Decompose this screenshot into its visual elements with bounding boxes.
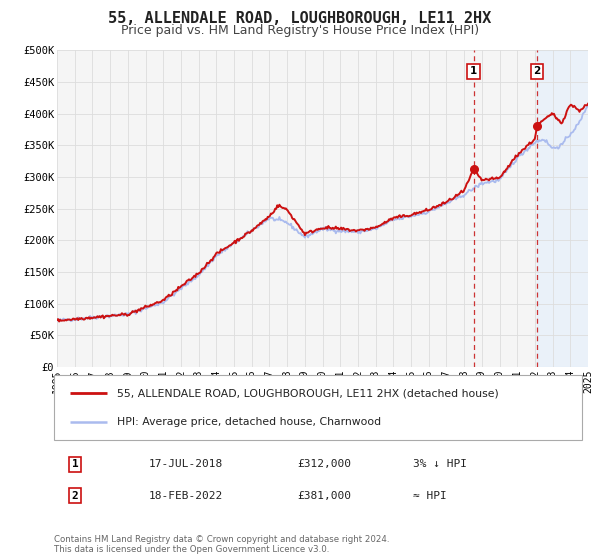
Text: £381,000: £381,000 [297, 491, 351, 501]
Text: 55, ALLENDALE ROAD, LOUGHBOROUGH, LE11 2HX: 55, ALLENDALE ROAD, LOUGHBOROUGH, LE11 2… [109, 11, 491, 26]
FancyBboxPatch shape [54, 375, 582, 440]
Text: Contains HM Land Registry data © Crown copyright and database right 2024.
This d: Contains HM Land Registry data © Crown c… [54, 535, 389, 554]
Text: 2: 2 [533, 66, 541, 76]
Bar [537, 50, 597, 367]
Text: 18-FEB-2022: 18-FEB-2022 [149, 491, 223, 501]
Text: 17-JUL-2018: 17-JUL-2018 [149, 459, 223, 469]
Text: 2: 2 [72, 491, 79, 501]
Text: 3% ↓ HPI: 3% ↓ HPI [413, 459, 467, 469]
Text: 55, ALLENDALE ROAD, LOUGHBOROUGH, LE11 2HX (detached house): 55, ALLENDALE ROAD, LOUGHBOROUGH, LE11 2… [118, 388, 499, 398]
Text: 1: 1 [470, 66, 477, 76]
Text: 1: 1 [72, 459, 79, 469]
Text: Price paid vs. HM Land Registry's House Price Index (HPI): Price paid vs. HM Land Registry's House … [121, 24, 479, 36]
Text: HPI: Average price, detached house, Charnwood: HPI: Average price, detached house, Char… [118, 417, 382, 427]
Text: ≈ HPI: ≈ HPI [413, 491, 447, 501]
Text: £312,000: £312,000 [297, 459, 351, 469]
